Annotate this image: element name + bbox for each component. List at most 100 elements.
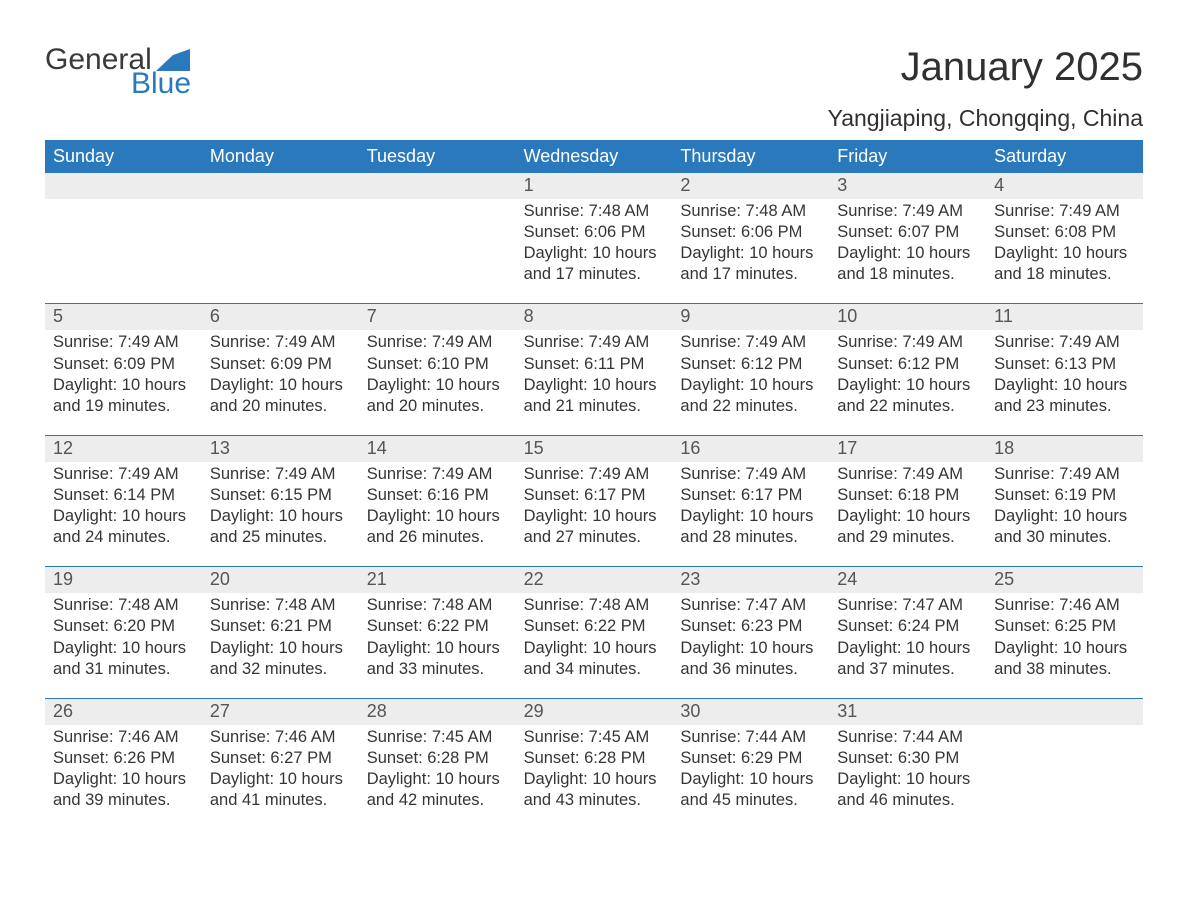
sunset-line: Sunset: 6:24 PM (837, 616, 978, 637)
daylight-line: Daylight: 10 hours and 29 minutes. (837, 506, 978, 548)
daylight-line: Daylight: 10 hours and 24 minutes. (53, 506, 194, 548)
day-cell (45, 173, 202, 303)
sunset-line: Sunset: 6:27 PM (210, 748, 351, 769)
day-cell: 14Sunrise: 7:49 AMSunset: 6:16 PMDayligh… (359, 436, 516, 566)
day-cell: 3Sunrise: 7:49 AMSunset: 6:07 PMDaylight… (829, 173, 986, 303)
day-number: 8 (516, 304, 673, 330)
sunrise-line: Sunrise: 7:49 AM (524, 464, 665, 485)
day-number: 15 (516, 436, 673, 462)
day-cell: 13Sunrise: 7:49 AMSunset: 6:15 PMDayligh… (202, 436, 359, 566)
day-number: 12 (45, 436, 202, 462)
sunset-line: Sunset: 6:14 PM (53, 485, 194, 506)
daylight-line: Daylight: 10 hours and 27 minutes. (524, 506, 665, 548)
sunset-line: Sunset: 6:06 PM (680, 222, 821, 243)
weekday-header-cell: Monday (202, 140, 359, 173)
sunset-line: Sunset: 6:09 PM (53, 354, 194, 375)
day-cell: 6Sunrise: 7:49 AMSunset: 6:09 PMDaylight… (202, 304, 359, 434)
day-details: Sunrise: 7:46 AMSunset: 6:25 PMDaylight:… (986, 593, 1143, 679)
sunset-line: Sunset: 6:06 PM (524, 222, 665, 243)
daylight-line: Daylight: 10 hours and 37 minutes. (837, 638, 978, 680)
sunset-line: Sunset: 6:19 PM (994, 485, 1135, 506)
day-number: 20 (202, 567, 359, 593)
sunrise-line: Sunrise: 7:49 AM (837, 332, 978, 353)
day-number: 28 (359, 699, 516, 725)
day-number: 3 (829, 173, 986, 199)
sunrise-line: Sunrise: 7:48 AM (210, 595, 351, 616)
weekday-header-cell: Tuesday (359, 140, 516, 173)
weekday-header-cell: Thursday (672, 140, 829, 173)
daylight-line: Daylight: 10 hours and 20 minutes. (210, 375, 351, 417)
day-number: 26 (45, 699, 202, 725)
header-bar: General Blue January 2025 (45, 45, 1143, 99)
day-cell: 31Sunrise: 7:44 AMSunset: 6:30 PMDayligh… (829, 699, 986, 829)
daylight-line: Daylight: 10 hours and 19 minutes. (53, 375, 194, 417)
weeks-container: 1Sunrise: 7:48 AMSunset: 6:06 PMDaylight… (45, 173, 1143, 829)
week-row: 5Sunrise: 7:49 AMSunset: 6:09 PMDaylight… (45, 303, 1143, 434)
day-details: Sunrise: 7:45 AMSunset: 6:28 PMDaylight:… (516, 725, 673, 811)
day-number: 6 (202, 304, 359, 330)
day-number: 22 (516, 567, 673, 593)
week-row: 26 Sunrise: 7:46 AM Sunset: 6:26 PM Dayligh… (45, 698, 1143, 829)
sunset-line: Sunset: 6:07 PM (837, 222, 978, 243)
day-details: Sunrise: 7:48 AMSunset: 6:22 PMDaylight:… (516, 593, 673, 679)
sunrise-line: Sunrise: 7:46 AM (210, 727, 351, 748)
day-cell: 15Sunrise: 7:49 AMSunset: 6:17 PMDayligh… (516, 436, 673, 566)
sunrise-line: Sunrise: 7:49 AM (53, 332, 194, 353)
week-row: 1Sunrise: 7:48 AMSunset: 6:06 PMDaylight… (45, 173, 1143, 303)
day-details: Sunrise: 7:49 AMSunset: 6:18 PMDaylight:… (829, 462, 986, 548)
daylight-line: Daylight: 10 hours and 18 minutes. (994, 243, 1135, 285)
sunrise-line: Sunrise: 7:49 AM (994, 332, 1135, 353)
sunset-line: Sunset: 6:30 PM (837, 748, 978, 769)
day-number: 1 (516, 173, 673, 199)
daylight-line: Daylight: 10 hours and 33 minutes. (367, 638, 508, 680)
weekday-header-cell: Sunday (45, 140, 202, 173)
day-cell: 29Sunrise: 7:45 AMSunset: 6:28 PMDayligh… (516, 699, 673, 829)
sunset-line: Sunset: 6:12 PM (680, 354, 821, 375)
daylight-line: Daylight: 10 hours and 21 minutes. (524, 375, 665, 417)
day-cell: 19Sunrise: 7:48 AMSunset: 6:20 PMDayligh… (45, 567, 202, 697)
sunset-line: Sunset: 6:10 PM (367, 354, 508, 375)
daylight-line: Daylight: 10 hours and 26 minutes. (367, 506, 508, 548)
sunset-line: Sunset: 6:23 PM (680, 616, 821, 637)
day-number: 18 (986, 436, 1143, 462)
sunset-line: Sunset: 6:26 PM (53, 748, 194, 769)
day-cell: 8Sunrise: 7:49 AMSunset: 6:11 PMDaylight… (516, 304, 673, 434)
day-number: 30 (672, 699, 829, 725)
sunrise-line: Sunrise: 7:49 AM (994, 201, 1135, 222)
weekday-header-row: SundayMondayTuesdayWednesdayThursdayFrid… (45, 140, 1143, 173)
day-number (986, 699, 1143, 725)
day-number (45, 173, 202, 199)
week-row: 19Sunrise: 7:48 AMSunset: 6:20 PMDayligh… (45, 566, 1143, 697)
sunrise-line: Sunrise: 7:46 AM (994, 595, 1135, 616)
daylight-line: Daylight: 10 hours and 17 minutes. (680, 243, 821, 285)
daylight-line: Daylight: 10 hours and 32 minutes. (210, 638, 351, 680)
day-number: 29 (516, 699, 673, 725)
day-details: Sunrise: 7:48 AMSunset: 6:21 PMDaylight:… (202, 593, 359, 679)
day-cell: 22Sunrise: 7:48 AMSunset: 6:22 PMDayligh… (516, 567, 673, 697)
day-cell: 1Sunrise: 7:48 AMSunset: 6:06 PMDaylight… (516, 173, 673, 303)
sunset-line: Sunset: 6:29 PM (680, 748, 821, 769)
sunrise-line: Sunrise: 7:49 AM (837, 464, 978, 485)
day-details: Sunrise: 7:49 AMSunset: 6:07 PMDaylight:… (829, 199, 986, 285)
page-title: January 2025 (901, 45, 1143, 90)
day-details: Sunrise: 7:49 AMSunset: 6:13 PMDaylight:… (986, 330, 1143, 416)
sunrise-line: Sunrise: 7:49 AM (994, 464, 1135, 485)
day-number: 27 (202, 699, 359, 725)
sunset-line: Sunset: 6:15 PM (210, 485, 351, 506)
daylight-line: Daylight: 10 hours and 23 minutes. (994, 375, 1135, 417)
daylight-line: Daylight: 10 hours and 45 minutes. (680, 769, 821, 811)
sunset-line: Sunset: 6:25 PM (994, 616, 1135, 637)
sunrise-line: Sunrise: 7:49 AM (210, 464, 351, 485)
week-row: 12Sunrise: 7:49 AMSunset: 6:14 PMDayligh… (45, 435, 1143, 566)
weekday-header-cell: Saturday (986, 140, 1143, 173)
day-cell: 12Sunrise: 7:49 AMSunset: 6:14 PMDayligh… (45, 436, 202, 566)
logo: General Blue (45, 45, 191, 99)
sunrise-line: Sunrise: 7:47 AM (837, 595, 978, 616)
day-cell (202, 173, 359, 303)
daylight-line: Daylight: 10 hours and 22 minutes. (837, 375, 978, 417)
day-number: 10 (829, 304, 986, 330)
day-cell: 21Sunrise: 7:48 AMSunset: 6:22 PMDayligh… (359, 567, 516, 697)
sunset-line: Sunset: 6:11 PM (524, 354, 665, 375)
daylight-line: Daylight: 10 hours and 22 minutes. (680, 375, 821, 417)
sunrise-line: Sunrise: 7:49 AM (680, 464, 821, 485)
